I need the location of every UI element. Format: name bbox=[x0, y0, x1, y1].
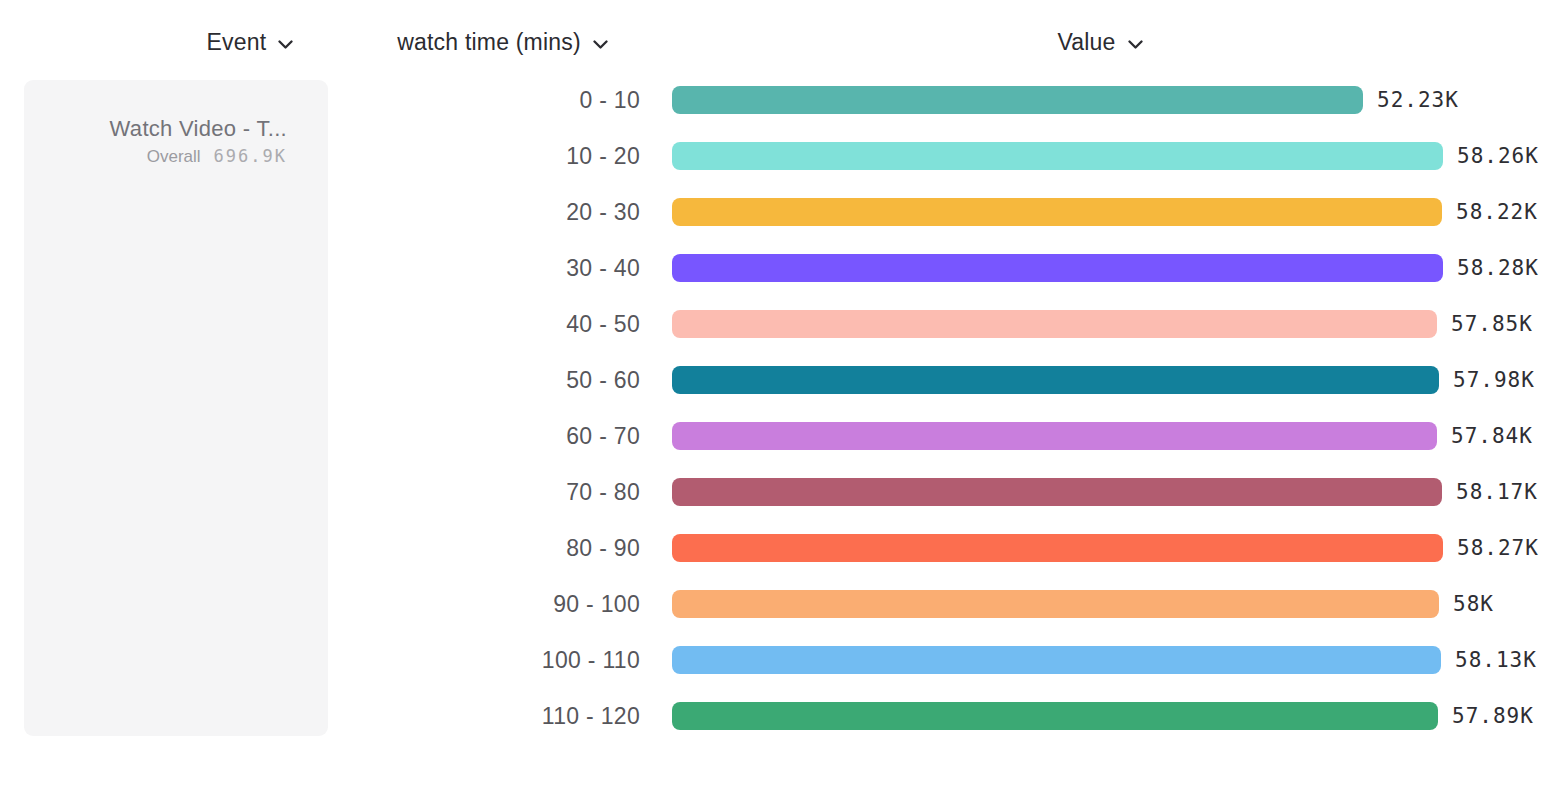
category-label: 10 - 20 bbox=[0, 143, 640, 170]
chart-row: 90 - 100 58K bbox=[0, 576, 1568, 632]
bar-wrap: 58K bbox=[672, 590, 1494, 618]
category-label: 50 - 60 bbox=[0, 367, 640, 394]
chart-row: 30 - 40 58.28K bbox=[0, 240, 1568, 296]
bar-segment[interactable] bbox=[672, 86, 1363, 114]
bar-wrap: 58.27K bbox=[672, 534, 1539, 562]
value-label: 57.98K bbox=[1453, 368, 1535, 392]
breakdown-column-label: watch time (mins) bbox=[397, 29, 581, 56]
bar-segment[interactable] bbox=[672, 702, 1438, 730]
bar-segment[interactable] bbox=[672, 478, 1442, 506]
category-label: 110 - 120 bbox=[0, 703, 640, 730]
event-column-label: Event bbox=[207, 29, 267, 56]
category-label: 60 - 70 bbox=[0, 423, 640, 450]
chart-row: 70 - 80 58.17K bbox=[0, 464, 1568, 520]
bar-wrap: 52.23K bbox=[672, 86, 1459, 114]
chart-row: 0 - 10 52.23K bbox=[0, 72, 1568, 128]
category-label: 30 - 40 bbox=[0, 255, 640, 282]
bar-wrap: 57.85K bbox=[672, 310, 1533, 338]
chevron-down-icon bbox=[593, 29, 608, 56]
category-label: 40 - 50 bbox=[0, 311, 640, 338]
value-column-dropdown[interactable]: Value bbox=[980, 26, 1220, 58]
breakdown-column-dropdown[interactable]: watch time (mins) bbox=[360, 26, 645, 58]
value-label: 57.89K bbox=[1452, 704, 1534, 728]
event-column-dropdown[interactable]: Event bbox=[170, 26, 330, 58]
value-label: 58.22K bbox=[1456, 200, 1538, 224]
category-label: 90 - 100 bbox=[0, 591, 640, 618]
bar-wrap: 58.17K bbox=[672, 478, 1538, 506]
bar-segment[interactable] bbox=[672, 646, 1441, 674]
value-label: 58.27K bbox=[1457, 536, 1539, 560]
bar-segment[interactable] bbox=[672, 422, 1437, 450]
category-label: 80 - 90 bbox=[0, 535, 640, 562]
bar-segment[interactable] bbox=[672, 590, 1439, 618]
value-label: 57.84K bbox=[1451, 424, 1533, 448]
category-label: 0 - 10 bbox=[0, 87, 640, 114]
chart-row: 110 - 120 57.89K bbox=[0, 688, 1568, 744]
chevron-down-icon bbox=[1128, 29, 1143, 56]
category-label: 20 - 30 bbox=[0, 199, 640, 226]
bar-segment[interactable] bbox=[672, 198, 1442, 226]
value-label: 58.13K bbox=[1455, 648, 1537, 672]
bar-segment[interactable] bbox=[672, 254, 1443, 282]
value-label: 52.23K bbox=[1377, 88, 1459, 112]
chevron-down-icon bbox=[278, 29, 293, 56]
bar-segment[interactable] bbox=[672, 366, 1439, 394]
category-label: 70 - 80 bbox=[0, 479, 640, 506]
value-label: 58.17K bbox=[1456, 480, 1538, 504]
chart-row: 100 - 110 58.13K bbox=[0, 632, 1568, 688]
insights-chart-panel: Event watch time (mins) Value Watch Vide… bbox=[0, 0, 1568, 790]
chart-row: 80 - 90 58.27K bbox=[0, 520, 1568, 576]
bar-chart: 0 - 10 52.23K 10 - 20 58.26K 20 - 30 58.… bbox=[0, 72, 1568, 744]
value-column-label: Value bbox=[1057, 29, 1115, 56]
chart-row: 60 - 70 57.84K bbox=[0, 408, 1568, 464]
bar-segment[interactable] bbox=[672, 142, 1443, 170]
category-label: 100 - 110 bbox=[0, 647, 640, 674]
chart-row: 10 - 20 58.26K bbox=[0, 128, 1568, 184]
chart-row: 50 - 60 57.98K bbox=[0, 352, 1568, 408]
bar-wrap: 58.26K bbox=[672, 142, 1539, 170]
value-label: 58K bbox=[1453, 592, 1494, 616]
bar-segment[interactable] bbox=[672, 534, 1443, 562]
chart-row: 40 - 50 57.85K bbox=[0, 296, 1568, 352]
value-label: 57.85K bbox=[1451, 312, 1533, 336]
chart-row: 20 - 30 58.22K bbox=[0, 184, 1568, 240]
value-label: 58.28K bbox=[1457, 256, 1539, 280]
value-label: 58.26K bbox=[1457, 144, 1539, 168]
bar-segment[interactable] bbox=[672, 310, 1437, 338]
bar-wrap: 57.84K bbox=[672, 422, 1533, 450]
bar-wrap: 58.28K bbox=[672, 254, 1539, 282]
bar-wrap: 57.89K bbox=[672, 702, 1534, 730]
bar-wrap: 58.13K bbox=[672, 646, 1537, 674]
bar-wrap: 57.98K bbox=[672, 366, 1535, 394]
bar-wrap: 58.22K bbox=[672, 198, 1538, 226]
